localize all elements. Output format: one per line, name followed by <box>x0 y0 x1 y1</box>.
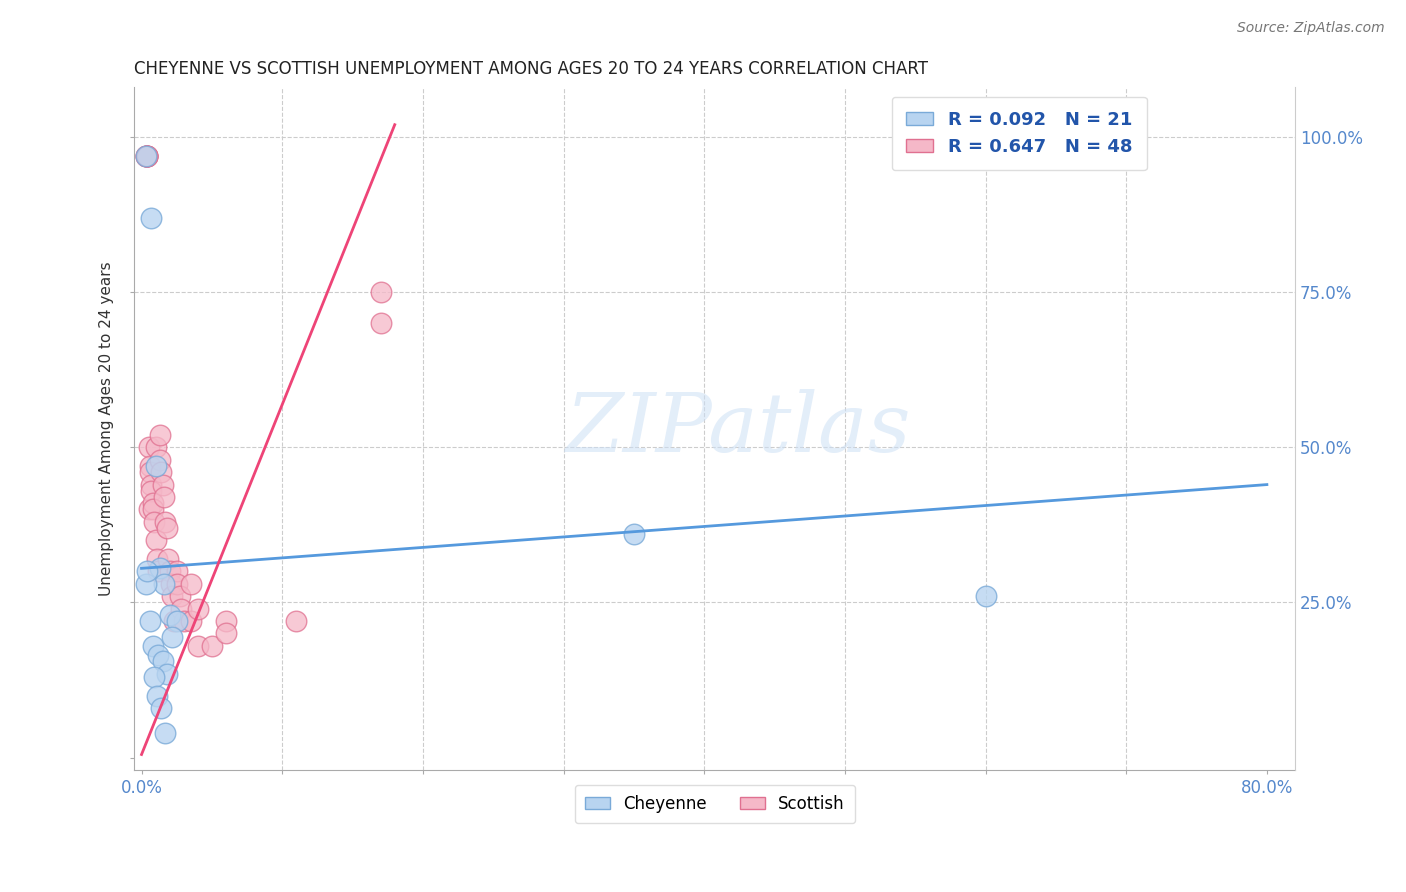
Point <box>170 601 193 615</box>
Point <box>148 565 170 579</box>
Point <box>166 565 188 579</box>
Point <box>150 465 173 479</box>
Point <box>145 458 167 473</box>
Legend: Cheyenne, Scottish: Cheyenne, Scottish <box>575 785 855 823</box>
Point <box>156 521 179 535</box>
Point <box>142 502 165 516</box>
Point <box>135 577 157 591</box>
Point <box>152 477 174 491</box>
Point <box>141 483 163 498</box>
Point <box>974 589 997 603</box>
Y-axis label: Unemployment Among Ages 20 to 24 years: Unemployment Among Ages 20 to 24 years <box>100 261 114 596</box>
Point <box>166 614 188 628</box>
Point <box>153 577 176 591</box>
Point <box>153 490 176 504</box>
Point <box>145 533 167 548</box>
Point <box>155 515 177 529</box>
Point <box>163 614 186 628</box>
Point <box>149 561 172 575</box>
Point <box>162 630 184 644</box>
Point <box>143 670 166 684</box>
Point <box>145 441 167 455</box>
Point <box>143 515 166 529</box>
Point <box>146 689 169 703</box>
Point <box>169 589 191 603</box>
Point <box>215 614 238 628</box>
Point <box>142 496 165 510</box>
Point <box>180 614 202 628</box>
Point <box>155 725 177 739</box>
Point <box>146 552 169 566</box>
Point <box>138 502 160 516</box>
Point <box>148 648 170 663</box>
Point <box>160 577 183 591</box>
Point <box>187 601 209 615</box>
Point <box>149 428 172 442</box>
Point <box>141 477 163 491</box>
Point <box>180 577 202 591</box>
Text: CHEYENNE VS SCOTTISH UNEMPLOYMENT AMONG AGES 20 TO 24 YEARS CORRELATION CHART: CHEYENNE VS SCOTTISH UNEMPLOYMENT AMONG … <box>135 60 928 78</box>
Point <box>139 614 162 628</box>
Point <box>215 626 238 640</box>
Point <box>162 589 184 603</box>
Point <box>135 149 157 163</box>
Point <box>139 458 162 473</box>
Point <box>141 211 163 225</box>
Point <box>285 614 308 628</box>
Text: ZIPatlas: ZIPatlas <box>565 389 911 468</box>
Text: Source: ZipAtlas.com: Source: ZipAtlas.com <box>1237 21 1385 35</box>
Point <box>152 654 174 668</box>
Point <box>173 614 195 628</box>
Point <box>135 149 157 163</box>
Point <box>142 639 165 653</box>
Point <box>159 565 181 579</box>
Point <box>136 149 159 163</box>
Point <box>139 465 162 479</box>
Point <box>149 452 172 467</box>
Point <box>135 149 157 163</box>
Point <box>159 607 181 622</box>
Point <box>156 666 179 681</box>
Point <box>138 441 160 455</box>
Point <box>166 577 188 591</box>
Point <box>136 149 159 163</box>
Point <box>370 316 392 330</box>
Point <box>136 149 159 163</box>
Point <box>135 149 157 163</box>
Point <box>187 639 209 653</box>
Point <box>136 149 159 163</box>
Point <box>370 285 392 300</box>
Point <box>623 527 645 541</box>
Point <box>157 552 180 566</box>
Point <box>150 701 173 715</box>
Point <box>201 639 224 653</box>
Point <box>136 565 159 579</box>
Point <box>136 149 159 163</box>
